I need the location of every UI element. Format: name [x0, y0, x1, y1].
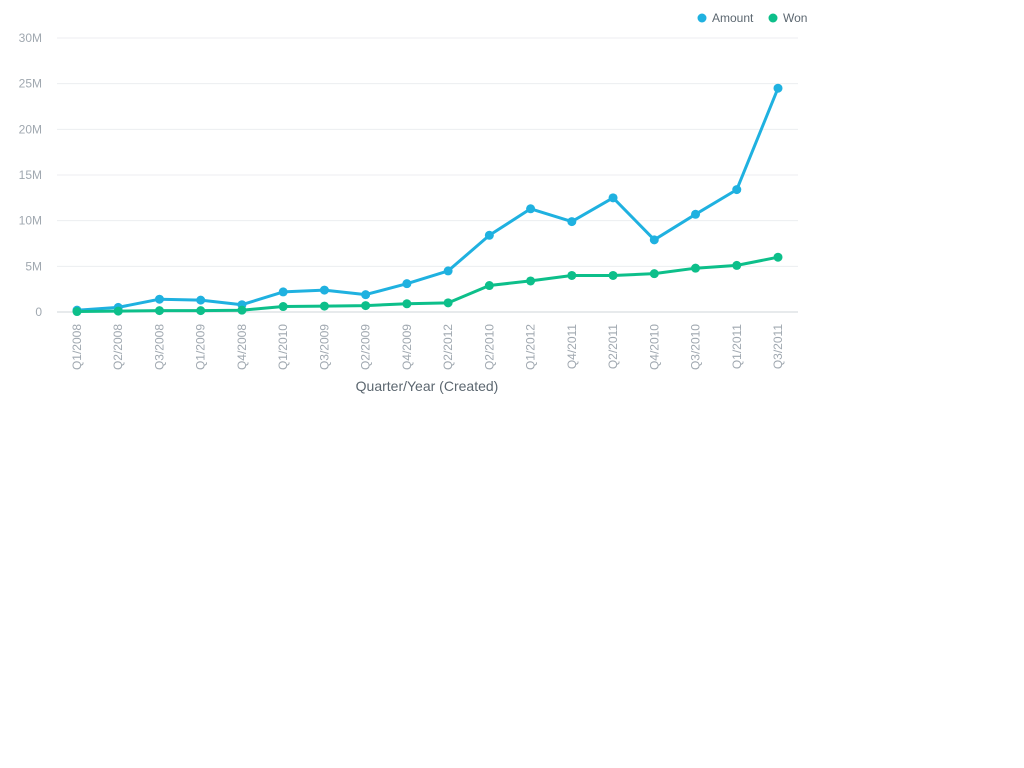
data-point-won[interactable] — [567, 270, 577, 280]
x-tick-label: Q1/2009 — [194, 324, 208, 370]
y-tick-label: 30M — [19, 31, 42, 45]
data-point-won[interactable] — [526, 276, 536, 286]
x-tick-label: Q3/2011 — [771, 324, 785, 369]
data-point-won[interactable] — [72, 307, 82, 317]
x-tick-label: Q2/2010 — [482, 324, 496, 370]
data-point-amount[interactable] — [773, 83, 783, 93]
x-tick-label: Q2/2012 — [441, 324, 455, 370]
data-point-won[interactable] — [196, 306, 206, 316]
x-axis-title: Quarter/Year (Created) — [356, 378, 499, 394]
x-tick-label: Q2/2011 — [606, 324, 620, 369]
data-point-won[interactable] — [319, 301, 329, 311]
data-point-amount[interactable] — [526, 204, 536, 214]
data-point-amount[interactable] — [361, 290, 371, 300]
x-tick-label: Q1/2012 — [524, 324, 538, 370]
x-tick-label: Q4/2009 — [400, 324, 414, 370]
chart-grid — [57, 37, 798, 313]
data-point-amount[interactable] — [732, 185, 742, 195]
series-line-amount — [75, 86, 780, 312]
data-point-amount[interactable] — [484, 230, 494, 240]
data-point-won[interactable] — [443, 298, 453, 308]
data-point-won[interactable] — [154, 306, 164, 316]
x-tick-label: Q3/2009 — [317, 324, 331, 370]
x-tick-label: Q2/2008 — [111, 324, 125, 370]
y-tick-label: 15M — [19, 168, 42, 182]
x-tick-label: Q4/2010 — [647, 324, 661, 370]
data-point-won[interactable] — [608, 270, 618, 280]
data-point-won[interactable] — [773, 252, 783, 262]
y-axis: 0 5M 10M 15M 20M 25M 30M — [19, 31, 43, 319]
data-point-won[interactable] — [113, 306, 123, 316]
data-point-won[interactable] — [484, 281, 494, 291]
y-tick-label: 25M — [19, 77, 42, 91]
data-point-amount[interactable] — [154, 294, 164, 304]
legend-label-won[interactable]: Won — [783, 11, 807, 25]
x-tick-label: Q4/2008 — [235, 324, 249, 370]
x-tick-label: Q3/2010 — [689, 324, 703, 370]
data-point-amount[interactable] — [443, 266, 453, 276]
data-point-won[interactable] — [732, 260, 742, 270]
legend-marker-won — [768, 13, 778, 23]
x-tick-label: Q1/2008 — [70, 324, 84, 370]
data-point-won[interactable] — [402, 299, 412, 309]
data-point-amount[interactable] — [608, 193, 618, 203]
series-line-won — [75, 255, 780, 313]
y-tick-label: 0 — [35, 305, 42, 319]
data-point-won[interactable] — [237, 305, 247, 315]
data-point-amount[interactable] — [567, 217, 577, 227]
x-axis: Q1/2008 Q2/2008 Q3/2008 Q1/2009 Q4/2008 Q1/20… — [70, 324, 785, 370]
data-point-won[interactable] — [691, 263, 701, 273]
x-tick-label: Q1/2011 — [730, 324, 744, 369]
x-tick-label: Q2/2009 — [359, 324, 373, 370]
chart-series — [75, 86, 780, 313]
data-point-amount[interactable] — [649, 235, 659, 245]
data-point-won[interactable] — [649, 269, 659, 279]
y-tick-label: 20M — [19, 122, 42, 136]
data-point-amount[interactable] — [319, 285, 329, 295]
legend-marker-amount — [697, 13, 707, 23]
x-tick-label: Q4/2011 — [565, 324, 579, 369]
data-point-amount[interactable] — [196, 295, 206, 305]
data-point-won[interactable] — [361, 301, 371, 311]
data-point-amount[interactable] — [278, 287, 288, 297]
y-tick-label: 10M — [19, 214, 42, 228]
data-point-won[interactable] — [278, 302, 288, 312]
x-tick-label: Q3/2008 — [152, 324, 166, 370]
chart-points — [72, 83, 783, 317]
data-point-amount[interactable] — [691, 209, 701, 219]
y-tick-label: 5M — [25, 259, 42, 273]
x-tick-label: Q1/2010 — [276, 324, 290, 370]
chart-legend: Amount Won — [697, 11, 807, 25]
data-point-amount[interactable] — [402, 279, 412, 289]
legend-label-amount[interactable]: Amount — [712, 11, 754, 25]
